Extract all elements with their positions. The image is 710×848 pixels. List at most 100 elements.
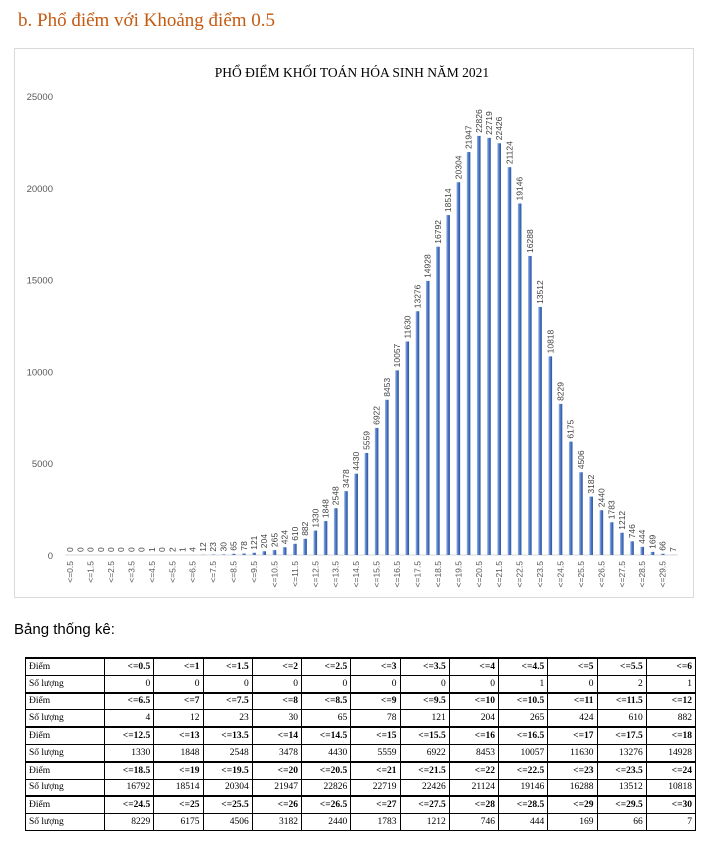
count-cell: 746: [448, 813, 500, 831]
count-cell: 1212: [399, 813, 450, 831]
count-cell: 4: [103, 709, 155, 728]
bar-value-label: 21124: [504, 141, 514, 164]
y-tick-label: 0: [48, 551, 53, 562]
count-cell: 6922: [399, 743, 450, 763]
section-heading: b. Phổ điểm với Khoảng điểm 0.5: [18, 10, 276, 31]
bar-value-label: 121: [249, 535, 259, 549]
score-row-label: Điểm: [25, 656, 105, 676]
bars: [150, 135, 675, 556]
bar-value-label: 8453: [382, 378, 392, 397]
bar: [517, 203, 522, 556]
count-row-label: Số lượng: [25, 709, 105, 728]
bar: [548, 356, 553, 555]
bar-value-label: 746: [627, 524, 637, 538]
score-row: Điểm <=0.5 <=1 <=1.5 <=2 <=2.5 <=3 <=3.5 <=4 <=4.…: [25, 656, 697, 676]
bar: [293, 543, 297, 555]
bar-value-label: 11630: [402, 315, 412, 338]
bar: [660, 553, 665, 555]
x-tick-label: <=0.5: [65, 561, 75, 583]
bar-value-label: 1: [147, 547, 157, 552]
count-cell: 1848: [153, 743, 204, 763]
score-cell: <=1: [153, 656, 204, 676]
count-cell: 4430: [300, 743, 352, 763]
count-row-label: Số lượng: [25, 813, 105, 831]
count-cell: 22426: [399, 778, 450, 797]
bar-value-label: 6922: [372, 406, 382, 425]
count-cell: 265: [497, 709, 549, 728]
count-cell: 19146: [497, 778, 549, 797]
x-axis: <=0.5 <=1.5 <=2.5 <=3.5 <=4.5 <=5.5 <=6.5 <=7.5…: [65, 561, 668, 588]
bar-value-label: 0: [86, 547, 96, 552]
score-cell: <=26.5: [300, 795, 352, 815]
count-cell: 204: [448, 709, 500, 728]
count-cell: 13276: [596, 743, 647, 763]
x-tick-label: <=28.5: [637, 561, 647, 588]
bar-value-label: 882: [300, 521, 310, 535]
bar-value-label: 0: [116, 547, 126, 552]
count-cell: 1: [645, 674, 697, 694]
bar: [354, 473, 358, 555]
score-distribution-chart: PHỔ ĐIỂM KHỐI TOÁN HÓA SINH NĂM 2021 0 50…: [27, 65, 678, 588]
count-cell: 2548: [202, 743, 253, 763]
bar: [436, 246, 440, 555]
score-cell: <=28: [448, 795, 500, 815]
bar: [497, 143, 502, 555]
bar-value-label: 14928: [423, 254, 433, 278]
score-cell: <=5.5: [596, 656, 647, 676]
count-cell: 121: [399, 709, 450, 728]
bar: [241, 553, 246, 555]
bar-value-label: 22426: [494, 116, 504, 140]
bar: [609, 522, 614, 555]
bar-value-label: 16288: [525, 229, 535, 253]
count-row-label: Số lượng: [25, 743, 105, 763]
stats-table: Điểm <=0.5 <=1 <=1.5 <=2 <=2.5 <=3 <=3.5 <=4 <=4.…: [25, 656, 697, 831]
score-cell: <=26: [251, 795, 303, 815]
score-cell: <=22.5: [497, 760, 549, 780]
bar-value-label: 265: [269, 533, 279, 547]
bar: [528, 255, 532, 555]
count-cell: 882: [645, 709, 697, 728]
count-row-label: Số lượng: [25, 674, 105, 694]
x-tick-label: <=15.5: [372, 561, 382, 588]
bar-value-label: 6175: [566, 419, 576, 438]
score-cell: <=20.5: [300, 760, 352, 780]
x-tick-label: <=4.5: [147, 561, 157, 583]
count-cell: 2: [596, 674, 647, 694]
x-tick-label: <=21.5: [494, 561, 504, 588]
score-cell: <=13: [153, 726, 204, 745]
bar-value-label: 424: [280, 530, 290, 544]
x-tick-label: <=26.5: [596, 561, 606, 588]
bar-value-label: 3478: [341, 469, 351, 488]
count-cell: 3478: [251, 743, 303, 763]
count-cell: 610: [596, 709, 647, 728]
bar-value-label: 0: [106, 547, 116, 552]
bar: [333, 508, 338, 555]
count-cell: 21124: [448, 778, 500, 797]
bar: [425, 280, 430, 555]
bar: [630, 541, 634, 555]
y-axis: 0 5000 10000 15000 20000 25000: [27, 92, 53, 562]
score-row: Điểm <=6.5 <=7 <=7.5 <=8 <=8.5 <=9 <=9.5 <=10 <=1…: [25, 691, 697, 711]
score-cell: <=7: [153, 691, 204, 711]
score-cell: <=2.5: [300, 656, 352, 676]
count-cell: 10057: [497, 743, 549, 763]
score-cell: <=29.5: [596, 795, 647, 815]
bar-value-label: 1212: [617, 511, 627, 530]
bar: [538, 306, 542, 555]
score-cell: <=9: [350, 691, 401, 711]
y-tick-label: 25000: [27, 92, 53, 103]
x-tick-label: <=16.5: [392, 561, 402, 588]
bar-value-label: 13276: [412, 284, 422, 308]
bar-value-label: 12: [198, 542, 208, 552]
bar-value-label: 0: [137, 547, 147, 552]
bar: [476, 135, 481, 555]
bar-value-label: 1: [177, 547, 187, 552]
bar: [620, 532, 624, 555]
score-cell: <=16.5: [497, 726, 549, 745]
bar: [466, 152, 471, 555]
bar-value-label: 66: [658, 541, 668, 551]
score-cell: <=8: [251, 691, 303, 711]
bar: [323, 521, 328, 555]
y-tick-label: 10000: [27, 367, 53, 378]
score-row: Điểm <=18.5 <=19 <=19.5 <=20 <=20.5 <=21 <=21.5…: [25, 760, 697, 780]
